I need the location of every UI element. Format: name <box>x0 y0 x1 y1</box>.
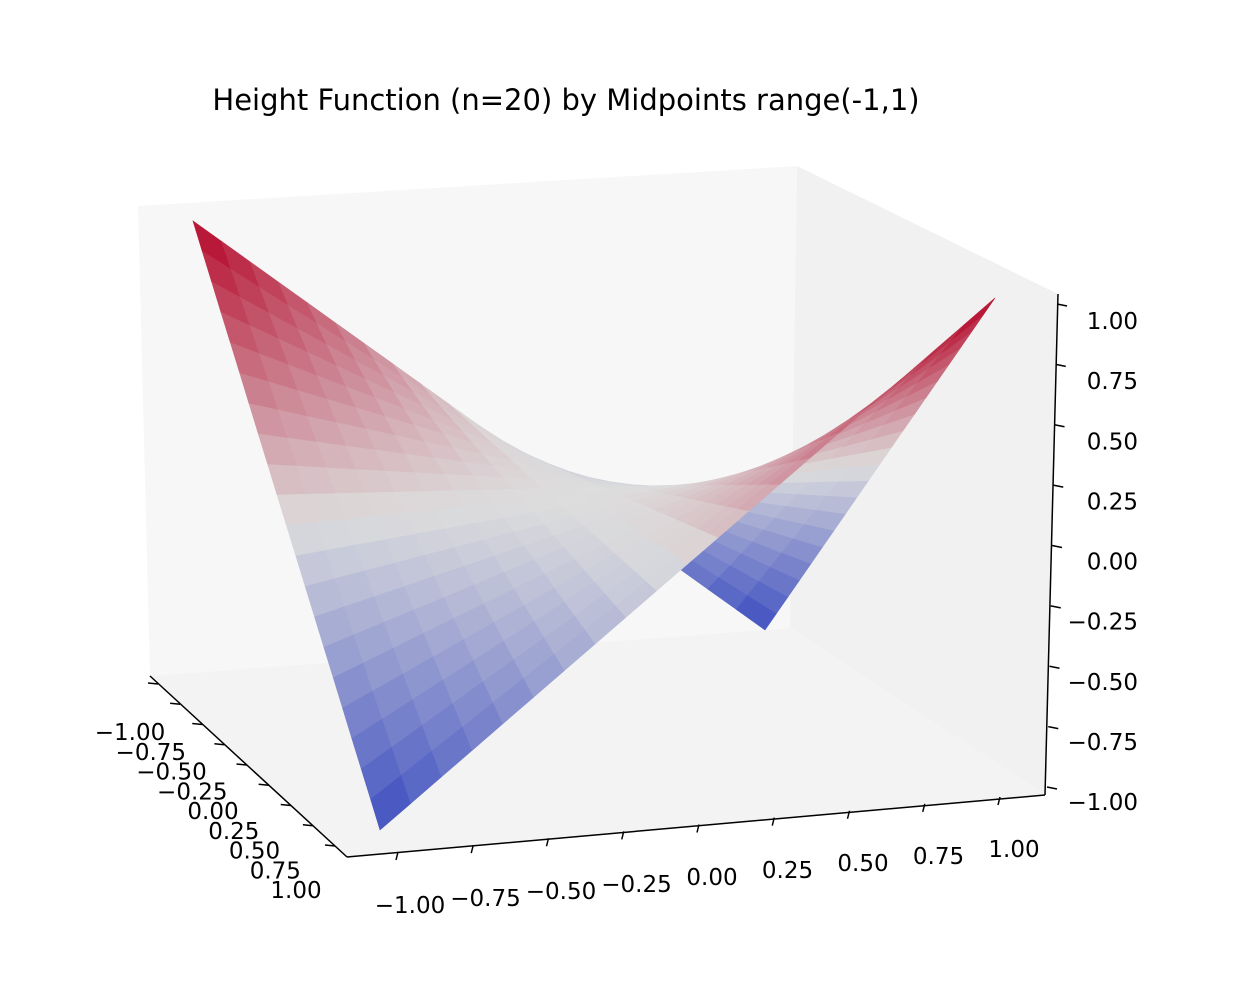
surface <box>192 220 996 831</box>
tick-mark <box>302 824 313 827</box>
x-tick-label: −0.50 <box>526 879 596 905</box>
tick-mark <box>395 851 399 861</box>
tick-mark <box>470 844 474 854</box>
z-tick-label: −0.75 <box>1068 730 1138 756</box>
axes <box>149 293 1059 858</box>
tick-mark <box>280 803 291 807</box>
tick-mark <box>1050 605 1061 609</box>
tick-mark <box>922 803 926 813</box>
x-tick-label: 0.75 <box>913 844 964 870</box>
tick-mark <box>324 844 336 847</box>
tick-mark <box>192 722 203 726</box>
y-tick-label: 0.75 <box>250 858 301 884</box>
tick-mark <box>621 831 625 840</box>
tick-mark <box>997 796 1001 806</box>
x-tick-label: 0.00 <box>686 865 737 891</box>
z-tick-label: 0.50 <box>1087 429 1138 455</box>
z-tick-label: −0.50 <box>1068 670 1138 696</box>
x-tick-label: 0.50 <box>837 851 888 877</box>
y-tick-label: 0.50 <box>229 839 280 865</box>
tick-mark <box>1054 424 1065 428</box>
surface-cell <box>952 297 996 340</box>
tick-mark <box>771 817 775 826</box>
x-tick-label: 1.00 <box>988 837 1039 863</box>
tick-mark <box>1053 484 1064 488</box>
y-tick-label: −0.75 <box>116 740 186 766</box>
tick-mark <box>696 824 700 833</box>
y-tick-label: 1.00 <box>270 878 321 904</box>
y-tick-label: −1.00 <box>95 720 165 746</box>
side-pane <box>790 166 1058 795</box>
y-tick-label: 0.25 <box>208 819 259 845</box>
tick-mark <box>1055 363 1066 368</box>
z-axis-line <box>1044 293 1059 796</box>
z-tick-label: 1.00 <box>1087 309 1138 335</box>
tick-mark <box>846 810 851 819</box>
tick-mark <box>1051 544 1063 549</box>
tick-mark <box>1046 786 1058 790</box>
y-axis-line <box>149 675 348 858</box>
y-tick-label: 0.00 <box>187 799 238 825</box>
x-tick-label: −0.75 <box>450 886 520 912</box>
z-tick-label: 0.00 <box>1087 550 1138 576</box>
tick-mark <box>1048 725 1059 730</box>
z-tick-label: −0.25 <box>1068 610 1138 636</box>
x-tick-label: −0.25 <box>601 872 671 898</box>
tick-mark <box>236 763 247 766</box>
z-tick-label: 0.75 <box>1087 369 1138 395</box>
x-axis-line <box>346 794 1046 858</box>
x-tick-label: −1.00 <box>375 893 445 919</box>
chart-title: Height Function (n=20) by Midpoints rang… <box>212 83 919 117</box>
y-tick-label: −0.25 <box>157 779 227 805</box>
tick-mark <box>258 783 269 786</box>
tick-mark <box>147 682 159 685</box>
tick-mark <box>1056 303 1068 307</box>
tick-mark <box>170 702 181 705</box>
tick-mark <box>214 743 225 746</box>
z-tick-label: 0.25 <box>1087 489 1138 515</box>
tick-mark <box>545 838 550 847</box>
x-tick-label: 0.25 <box>762 858 813 884</box>
tick-mark <box>1049 665 1060 669</box>
ticks: −1.00 −0.75 −0.50 −0.25 0.00 0.25 0.50 0.75 1.00… <box>95 303 1138 919</box>
z-tick-label: −1.00 <box>1068 790 1138 816</box>
y-tick-label: −0.50 <box>136 760 206 786</box>
